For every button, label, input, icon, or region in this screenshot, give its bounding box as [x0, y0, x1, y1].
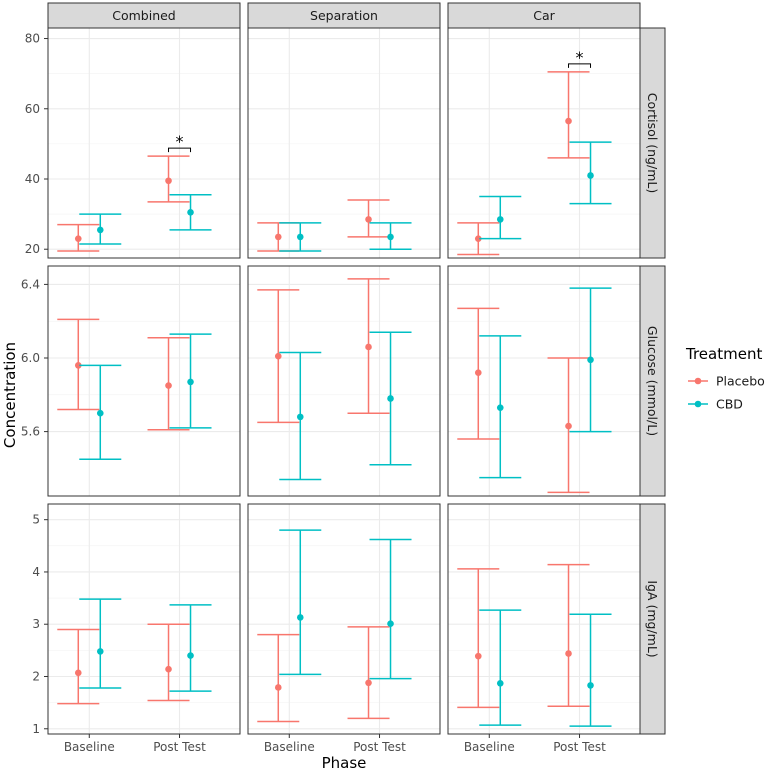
point-cbd-post-test	[187, 652, 194, 659]
point-cbd-baseline	[296, 233, 304, 241]
point-placebo-baseline	[74, 235, 82, 242]
y-tick-label: 1	[32, 722, 40, 736]
y-tick-label: 4	[32, 565, 40, 579]
panel-background	[448, 504, 640, 734]
point-placebo-post-test	[165, 177, 172, 185]
y-tick-label: 2	[32, 670, 40, 684]
point-placebo-post-test	[565, 650, 572, 657]
point-placebo-baseline	[74, 669, 82, 677]
panel-background	[448, 28, 640, 258]
y-tick-label: 20	[25, 242, 40, 256]
point-cbd-post-test	[587, 172, 594, 179]
point-cbd-baseline	[496, 404, 504, 411]
facet-strip-label: Cortisol (ng/mL)	[645, 93, 660, 193]
panel-border	[47, 503, 241, 735]
point-placebo-baseline	[274, 233, 282, 241]
panel-background	[48, 28, 240, 258]
panel-background	[48, 504, 240, 734]
panel-border	[447, 27, 641, 259]
y-tick-label: 6.4	[21, 277, 40, 291]
point-cbd-post-test	[387, 620, 394, 628]
panel-border	[247, 503, 441, 735]
x-tick-label: Baseline	[464, 740, 515, 754]
x-tick-label: Baseline	[64, 740, 115, 754]
x-axis-title: Phase	[322, 754, 367, 770]
point-cbd-post-test	[587, 356, 594, 364]
facet-strip-car	[447, 2, 641, 29]
point-placebo-baseline	[274, 352, 282, 360]
panel-background	[448, 266, 640, 496]
panel-background	[48, 266, 240, 496]
panel-border	[47, 265, 241, 497]
facet-strip-label: IgA (mg/mL)	[645, 580, 660, 657]
point-cbd-baseline	[96, 648, 104, 655]
point-cbd-baseline	[296, 614, 304, 621]
legend-label-cbd: CBD	[716, 397, 743, 412]
x-tick-label: Baseline	[264, 740, 315, 754]
point-placebo-post-test	[565, 422, 572, 430]
panel-border	[447, 503, 641, 735]
panel-border	[247, 27, 441, 259]
y-tick-label: 5	[32, 513, 40, 527]
y-tick-label: 3	[32, 617, 40, 631]
facet-strip-label: Combined	[112, 8, 176, 23]
point-placebo-post-test	[165, 665, 172, 673]
point-placebo-post-test	[365, 679, 372, 687]
point-cbd-baseline	[296, 413, 304, 421]
panel-border	[47, 27, 241, 259]
point-placebo-post-test	[165, 382, 172, 389]
point-cbd-baseline	[96, 226, 104, 234]
point-cbd-post-test	[187, 378, 194, 386]
point-placebo-baseline	[274, 684, 282, 691]
point-placebo-post-test	[365, 216, 372, 223]
facet-panels: Combined Separation Car Cortisol (ng/mL) 20 4…	[21, 2, 666, 754]
legend-key-point	[694, 400, 702, 408]
panel-background	[248, 266, 440, 496]
x-tick-label: Post Test	[153, 740, 206, 754]
legend-title: Treatment	[685, 345, 762, 363]
point-placebo-baseline	[74, 362, 82, 369]
significance-mark: *	[176, 132, 184, 151]
x-tick-label: Post Test	[353, 740, 406, 754]
point-placebo-baseline	[474, 235, 482, 242]
significance-bracket	[568, 63, 592, 68]
facet-strip-separation	[247, 2, 441, 29]
facet-strip-label: Separation	[310, 8, 378, 23]
point-cbd-baseline	[96, 409, 104, 417]
y-tick-label: 6.0	[21, 351, 40, 365]
panel-border	[247, 265, 441, 497]
point-cbd-baseline	[496, 679, 504, 687]
y-axis-title: Concentration	[1, 342, 19, 448]
panel-background	[248, 28, 440, 258]
legend: Placebo CBD	[688, 374, 765, 412]
facet-strip-label: Glucose (mmol/L)	[645, 326, 660, 436]
point-placebo-post-test	[565, 117, 572, 125]
y-tick-label: 40	[25, 172, 40, 186]
legend-key-point	[694, 377, 702, 385]
y-tick-label: 80	[25, 32, 40, 46]
significance-mark: *	[576, 48, 584, 67]
facet-strip-combined	[47, 2, 241, 29]
point-cbd-baseline	[496, 216, 504, 223]
facet-strip-glucose-mmol-l	[639, 265, 666, 497]
point-cbd-post-test	[587, 682, 594, 689]
x-tick-label: Post Test	[553, 740, 606, 754]
panel-background	[248, 504, 440, 734]
y-tick-label: 60	[25, 102, 40, 116]
legend-label-placebo: Placebo	[716, 374, 765, 389]
facet-strip-label: Car	[533, 8, 555, 23]
point-cbd-post-test	[387, 233, 394, 241]
point-cbd-post-test	[187, 209, 194, 216]
y-tick-label: 5.6	[21, 425, 40, 439]
significance-bracket	[168, 147, 192, 153]
point-placebo-baseline	[474, 652, 482, 660]
facet-strip-iga-mg-ml	[639, 503, 666, 735]
point-placebo-baseline	[474, 369, 482, 377]
point-placebo-post-test	[365, 343, 372, 351]
point-cbd-post-test	[387, 395, 394, 402]
panel-border	[447, 265, 641, 497]
